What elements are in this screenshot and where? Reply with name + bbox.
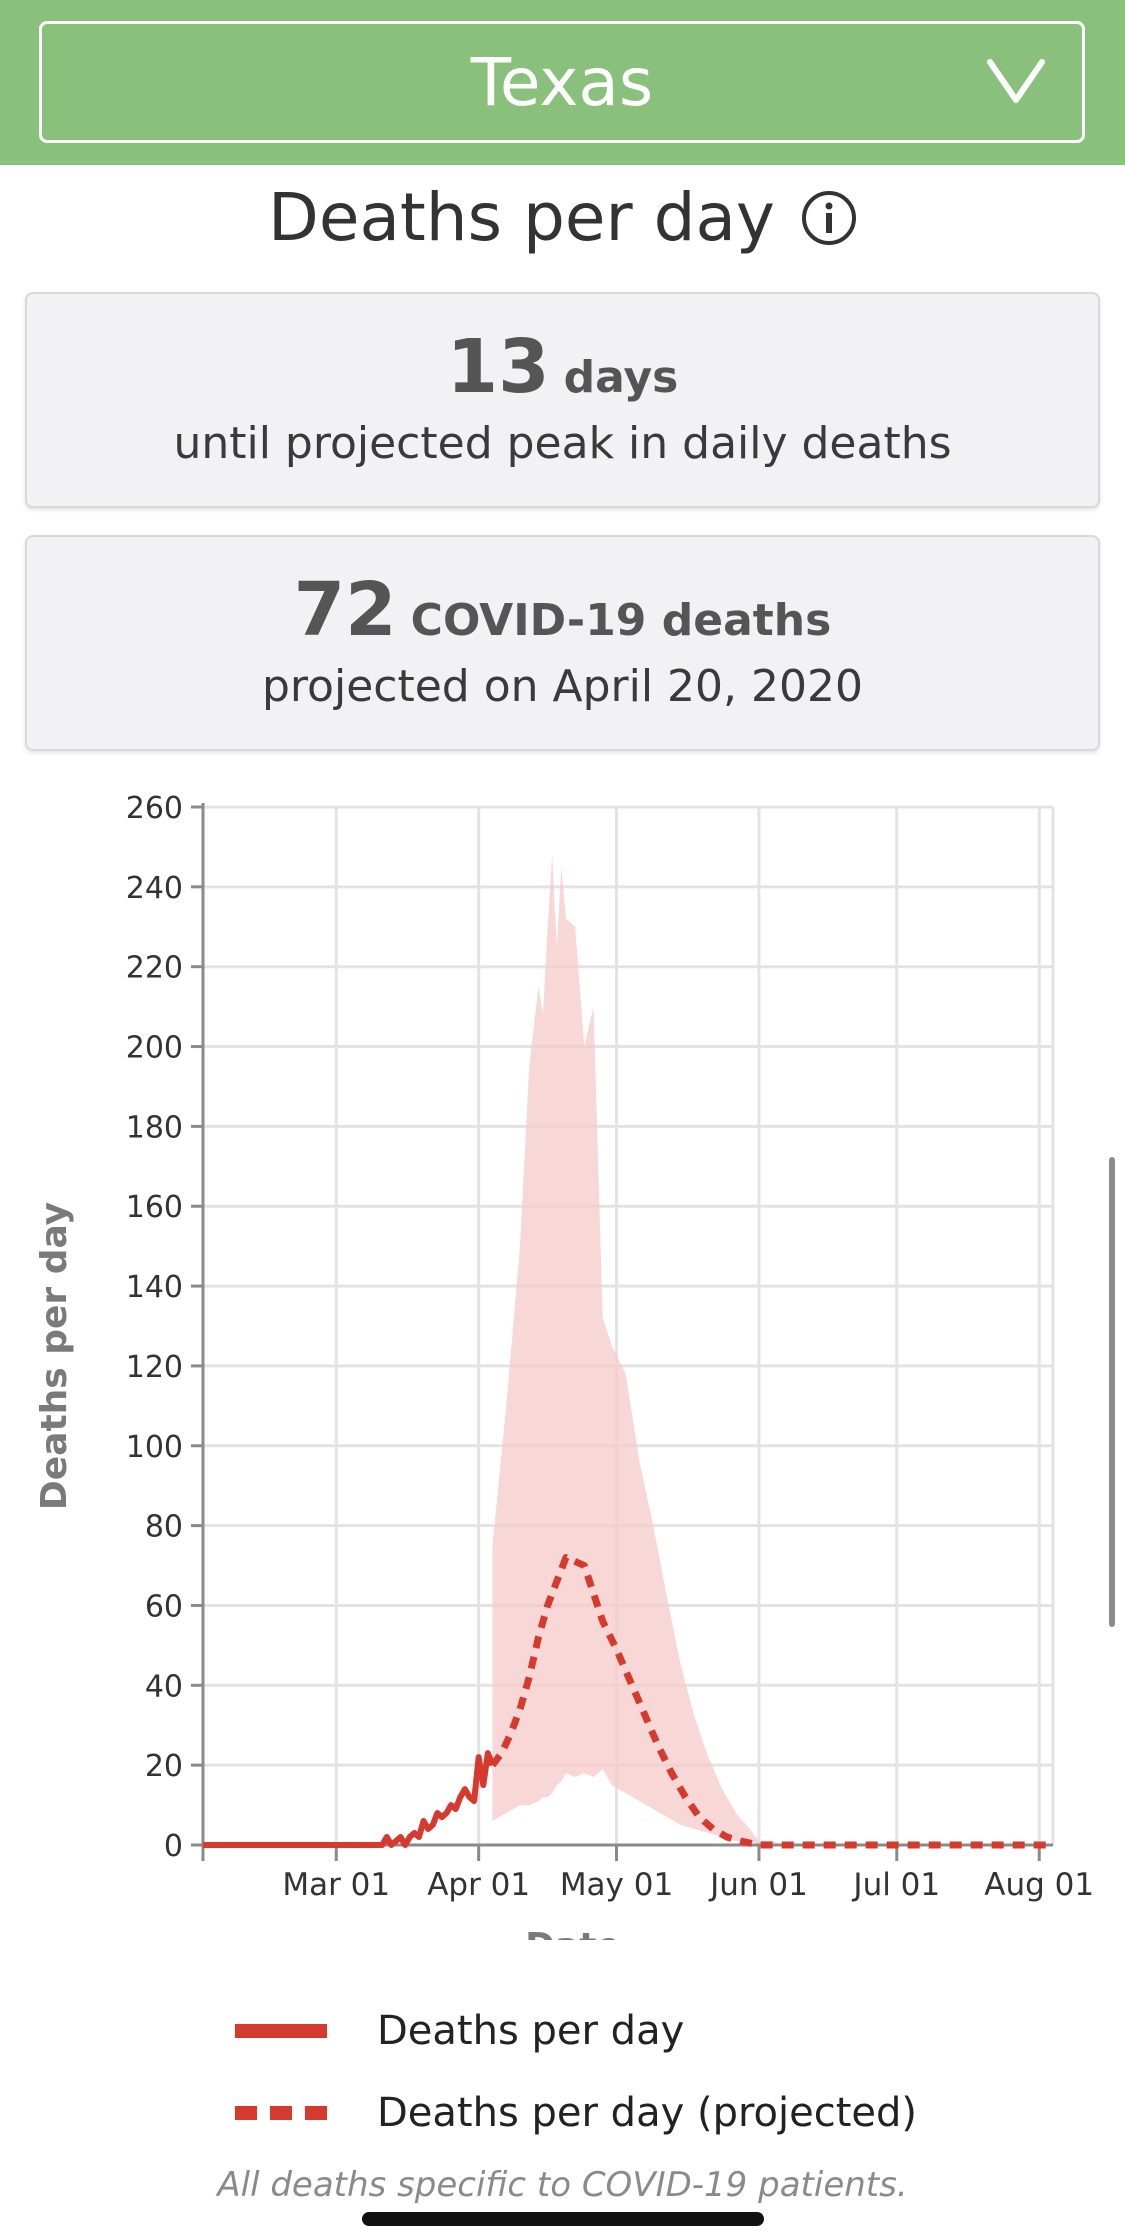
x-tick-label: Mar 01 (282, 1867, 390, 1903)
y-tick-label: 220 (126, 951, 183, 986)
y-tick-label: 40 (145, 1669, 183, 1704)
legend-swatch-solid (235, 2024, 327, 2038)
series-actual-line (203, 1750, 496, 1848)
y-tick-label: 160 (126, 1190, 183, 1225)
y-tick-label: 140 (126, 1270, 183, 1305)
y-tick-label: 200 (126, 1031, 183, 1066)
y-tick-label: 180 (126, 1110, 183, 1145)
legend-item-projected: Deaths per day (projected) (235, 2072, 1055, 2154)
legend-label-projected: Deaths per day (projected) (377, 2090, 917, 2136)
page-title: Deaths per day (268, 179, 775, 256)
legend-item-actual: Deaths per day (235, 1990, 1055, 2072)
info-icon[interactable] (801, 190, 857, 246)
peak-days-card: 13 days until projected peak in daily de… (25, 292, 1100, 508)
legend-swatch-dashed (235, 2106, 327, 2120)
y-tick-label: 0 (164, 1829, 183, 1864)
peak-deaths-value: 72 (293, 567, 397, 653)
header-bar: Texas (0, 0, 1125, 165)
peak-days-description: until projected peak in daily deaths (173, 418, 952, 469)
legend-label-actual: Deaths per day (377, 2008, 685, 2054)
y-tick-label: 20 (145, 1749, 183, 1784)
state-select[interactable]: Texas (39, 21, 1085, 143)
page-title-row: Deaths per day (0, 170, 1125, 265)
x-tick-label: Aug 01 (984, 1867, 1094, 1903)
y-tick-label: 60 (145, 1589, 183, 1624)
x-axis-title: Date (525, 1926, 621, 1940)
x-tick-label: Apr 01 (427, 1867, 530, 1903)
peak-deaths-description: projected on April 20, 2020 (262, 661, 863, 712)
series-projected-line (489, 1554, 1053, 1849)
deaths-chart-svg: 0 20 40 60 80 100 120 140 160 180 200 220 240 260 Mar … (34, 791, 1094, 1967)
footnote: All deaths specific to COVID-19 patients… (217, 2165, 908, 2205)
x-tick-label: Jun 01 (708, 1867, 808, 1903)
peak-deaths-unit: COVID-19 deaths (410, 595, 832, 646)
home-indicator (362, 2212, 764, 2226)
chart-legend: Deaths per day Deaths per day (projected… (235, 1990, 1055, 2154)
y-tick-label: 240 (126, 871, 183, 906)
y-tick-label: 100 (126, 1430, 183, 1465)
chevron-down-icon (987, 59, 1045, 103)
peak-deaths-card: 72 COVID-19 deaths projected on April 20… (25, 535, 1100, 751)
y-tick-label: 80 (145, 1510, 183, 1545)
scrollbar[interactable] (1109, 1157, 1115, 1627)
peak-days-unit: days (563, 352, 679, 403)
peak-days-value: 13 (446, 324, 550, 410)
y-axis-title: Deaths per day (34, 1202, 75, 1510)
deaths-chart: 0 20 40 60 80 100 120 140 160 180 200 220 240 260 Mar … (0, 770, 1125, 1967)
y-tick-label: 120 (126, 1350, 183, 1385)
x-tick-label: Jul 01 (851, 1867, 940, 1903)
state-label: Texas (470, 43, 654, 121)
uncertainty-band (492, 854, 782, 1845)
x-tick-label: May 01 (560, 1867, 673, 1903)
y-tick-label: 260 (126, 791, 183, 826)
